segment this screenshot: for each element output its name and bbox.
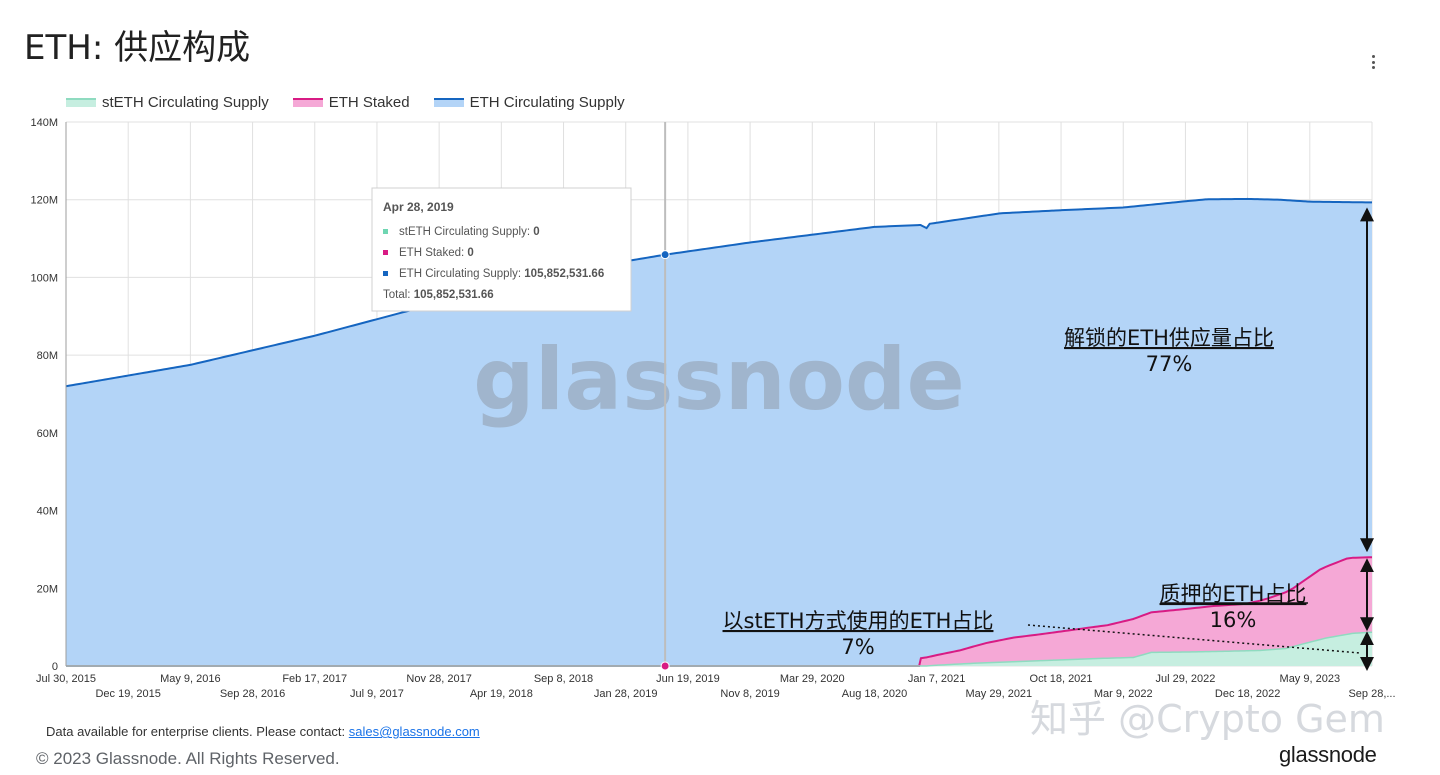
staked-annotation-pct: 16% <box>1210 608 1257 632</box>
steth-annotation-label: 以stETH方式使用的ETH占比 <box>723 609 994 633</box>
x-tick-label: Aug 18, 2020 <box>842 688 907 700</box>
x-tick-label: Mar 9, 2022 <box>1094 688 1153 700</box>
tooltip-total: Total: 105,852,531.66 <box>383 289 494 301</box>
copyright: © 2023 Glassnode. All Rights Reserved. <box>36 749 340 768</box>
circ-supply-line <box>65 197 1373 388</box>
x-tick-label: May 9, 2016 <box>160 673 221 685</box>
steth-supply-line <box>66 631 1373 667</box>
x-tick-label: Mar 29, 2020 <box>780 673 845 685</box>
tooltip-box <box>371 187 632 312</box>
x-tick-label: Sep 8, 2018 <box>534 673 593 685</box>
y-tick-label: 0 <box>52 661 58 673</box>
x-tick-label: Jul 29, 2022 <box>1155 673 1215 685</box>
eth-staked-area <box>66 557 1372 666</box>
x-tick-label: Jun 19, 2019 <box>656 673 720 685</box>
y-tick-label: 100M <box>30 272 58 284</box>
hover-tooltip: Apr 28, 2019 stETH Circulating Supply: 0 E… <box>371 187 632 312</box>
legend-item-circ[interactable]: ETH Circulating Supply <box>433 94 625 111</box>
contact-email-link[interactable]: sales@glassnode.com <box>348 724 480 739</box>
legend-label-staked: ETH Staked <box>328 94 410 111</box>
x-tick-label: Sep 28, 2016 <box>220 688 285 700</box>
x-tick-label: Oct 18, 2021 <box>1030 673 1093 685</box>
footer-note-text: Data available for enterprise clients. P… <box>46 724 349 739</box>
x-tick-label: Dec 18, 2022 <box>1215 688 1280 700</box>
tooltip-row: stETH Circulating Supply: 0 <box>399 226 540 238</box>
unlocked-annotation-pct: 77% <box>1146 352 1193 376</box>
chart-watermark: glassnode <box>473 330 965 430</box>
footer-note: Data available for enterprise clients. P… <box>46 724 480 739</box>
tooltip-marker <box>383 271 388 276</box>
x-tick-label: Nov 8, 2019 <box>720 688 779 700</box>
zhihu-watermark: 知乎 @Crypto Gem <box>1030 697 1385 741</box>
chart-legend: stETH Circulating Supply ETH Staked ETH … <box>66 94 625 111</box>
x-tick-label: Feb 17, 2017 <box>282 673 347 685</box>
x-tick-label: May 29, 2021 <box>966 688 1033 700</box>
y-tick-label: 80M <box>37 350 58 362</box>
legend-label-circ: ETH Circulating Supply <box>469 94 625 111</box>
tooltip-row: ETH Circulating Supply: 105,852,531.66 <box>399 268 604 280</box>
legend-swatch-staked <box>292 98 323 107</box>
tooltip-marker <box>383 229 388 234</box>
tooltip-row: ETH Staked: 0 <box>399 247 474 259</box>
page-title: ETH: 供应构成 <box>24 28 251 68</box>
x-tick-label: Jul 30, 2015 <box>36 673 96 685</box>
hover-point-staked <box>660 661 670 671</box>
unlocked-annotation-label: 解锁的ETH供应量占比 <box>1064 326 1274 350</box>
more-vert-icon[interactable] <box>1364 50 1384 74</box>
x-tick-label: Jan 28, 2019 <box>594 688 658 700</box>
tooltip-marker <box>383 250 388 255</box>
legend-label-steth: stETH Circulating Supply <box>102 94 269 111</box>
y-tick-label: 40M <box>37 506 58 518</box>
legend-item-steth[interactable]: stETH Circulating Supply <box>66 94 269 111</box>
legend-swatch-steth <box>66 98 96 107</box>
hover-point-circ <box>660 250 670 260</box>
y-tick-label: 120M <box>30 195 58 207</box>
y-tick-label: 20M <box>37 583 58 595</box>
x-tick-label: Apr 19, 2018 <box>470 688 533 700</box>
x-tick-label: May 9, 2023 <box>1280 673 1341 685</box>
staked-annotation-label: 质押的ETH占比 <box>1160 582 1307 606</box>
legend-swatch-circ <box>433 98 464 107</box>
y-tick-label: 140M <box>30 117 58 129</box>
y-tick-label: 60M <box>37 428 58 440</box>
x-tick-label: Jan 7, 2021 <box>908 673 966 685</box>
x-tick-label: Sep 28,... <box>1348 688 1395 700</box>
x-tick-label: Jul 9, 2017 <box>350 688 404 700</box>
x-tick-label: Dec 19, 2015 <box>95 688 160 700</box>
steth-pointer-line <box>1027 624 1361 654</box>
x-tick-label: Nov 28, 2017 <box>406 673 471 685</box>
glassnode-logo: glassnode <box>1279 742 1377 767</box>
legend-item-staked[interactable]: ETH Staked <box>292 94 410 111</box>
steth-supply-area <box>66 632 1372 666</box>
tooltip-date: Apr 28, 2019 <box>383 200 454 214</box>
steth-annotation-pct: 7% <box>841 635 874 659</box>
